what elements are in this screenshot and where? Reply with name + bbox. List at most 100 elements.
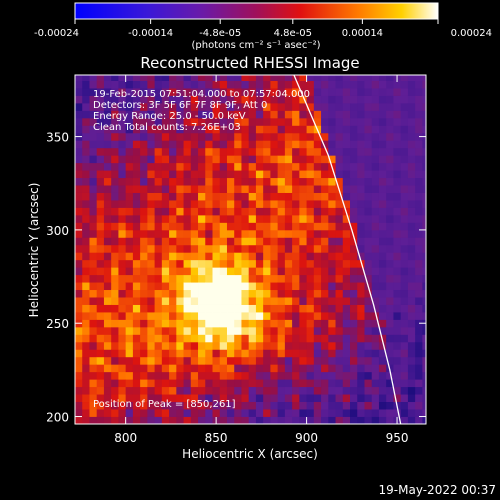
heatmap-cell [169,409,177,417]
heatmap-cell [82,289,90,298]
heatmap-cell [96,304,105,313]
heatmap-cell [313,267,322,276]
heatmap-cell [263,379,271,388]
heatmap-cell [154,289,163,298]
heatmap-cell [277,282,286,291]
heatmap-cell [364,416,373,424]
heatmap-cell [169,289,177,298]
heatmap-cell [328,394,336,403]
heatmap-cell [263,140,271,149]
heatmap-cell [386,386,394,395]
heatmap-cell [154,326,163,335]
heatmap-cell [219,274,228,283]
heatmap-cell [103,200,112,208]
heatmap-cell [89,237,98,246]
heatmap-cell [161,312,170,320]
heatmap-cell [299,75,307,81]
heatmap-cell [378,200,387,208]
heatmap-cell [248,364,257,373]
heatmap-cell [205,110,213,119]
heatmap-cell [241,274,250,283]
heatmap-cell [140,416,148,424]
heatmap-cell [226,364,235,373]
heatmap-cell [422,252,426,261]
heatmap-cell [350,102,358,111]
heatmap-cell [393,88,402,96]
heatmap-cell [393,117,402,126]
heatmap-cell [248,125,257,134]
heatmap-cell [335,155,344,164]
heatmap-cell [263,341,271,350]
heatmap-cell [299,222,307,231]
heatmap-cell [393,326,402,335]
heatmap-cell [183,386,192,395]
heatmap-cell [169,147,177,156]
heatmap-cell [183,319,192,328]
heatmap-cell [415,88,423,96]
heatmap-cell [132,140,141,149]
heatmap-cell [82,237,90,246]
heatmap-cell [357,177,365,186]
heatmap-cell [255,170,264,179]
heatmap-cell [125,132,134,141]
heatmap-cell [400,162,409,171]
heatmap-cell [371,80,380,89]
heatmap-cell [342,274,351,283]
heatmap-cell [364,334,373,343]
heatmap-cell [140,125,148,134]
heatmap-cell [393,319,402,328]
heatmap-cell [161,222,170,231]
heatmap-cell [111,304,119,313]
heatmap-cell [422,334,426,343]
heatmap-cell [342,147,351,156]
heatmap-cell [140,132,148,141]
heatmap-cell [169,304,177,313]
heatmap-cell [183,147,192,156]
heatmap-cell [183,192,192,201]
heatmap-cell [82,297,90,305]
heatmap-cell [306,356,315,365]
heatmap-cell [292,229,300,238]
heatmap-cell [386,192,394,201]
heatmap-cell [306,147,315,156]
heatmap-cell [292,274,300,283]
heatmap-cell [154,162,163,171]
heatmap-cell [378,312,387,320]
heatmap-cell [357,237,365,246]
heatmap-cell [393,170,402,179]
heatmap-cell [154,147,163,156]
heatmap-cell [198,244,206,253]
heatmap-cell [118,170,127,179]
heatmap-cell [422,229,426,238]
heatmap-cell [263,409,271,417]
heatmap-cell [89,364,98,373]
heatmap-cell [132,132,141,141]
heatmap-cell [183,222,192,231]
heatmap-cell [393,371,402,380]
heatmap-cell [422,364,426,373]
heatmap-cell [407,229,416,238]
heatmap-cell [350,214,358,223]
heatmap-cell [161,147,170,156]
heatmap-cell [96,289,105,298]
heatmap-cell [89,214,98,223]
heatmap-cell [386,304,394,313]
heatmap-cell [96,416,105,424]
heatmap-cell [422,88,426,96]
heatmap-cell [140,244,148,253]
heatmap-cell [400,244,409,253]
heatmap-cell [255,117,264,126]
heatmap-cell [183,289,192,298]
heatmap-cell [248,229,257,238]
heatmap-cell [400,319,409,328]
heatmap-cell [407,356,416,365]
heatmap-cell [292,200,300,208]
heatmap-cell [263,207,271,216]
heatmap-cell [176,341,184,350]
heatmap-cell [364,349,373,358]
heatmap-cell [364,185,373,193]
heatmap-cell [263,162,271,171]
heatmap-cell [241,162,250,171]
heatmap-cell [248,102,257,111]
heatmap-cell [299,259,307,268]
